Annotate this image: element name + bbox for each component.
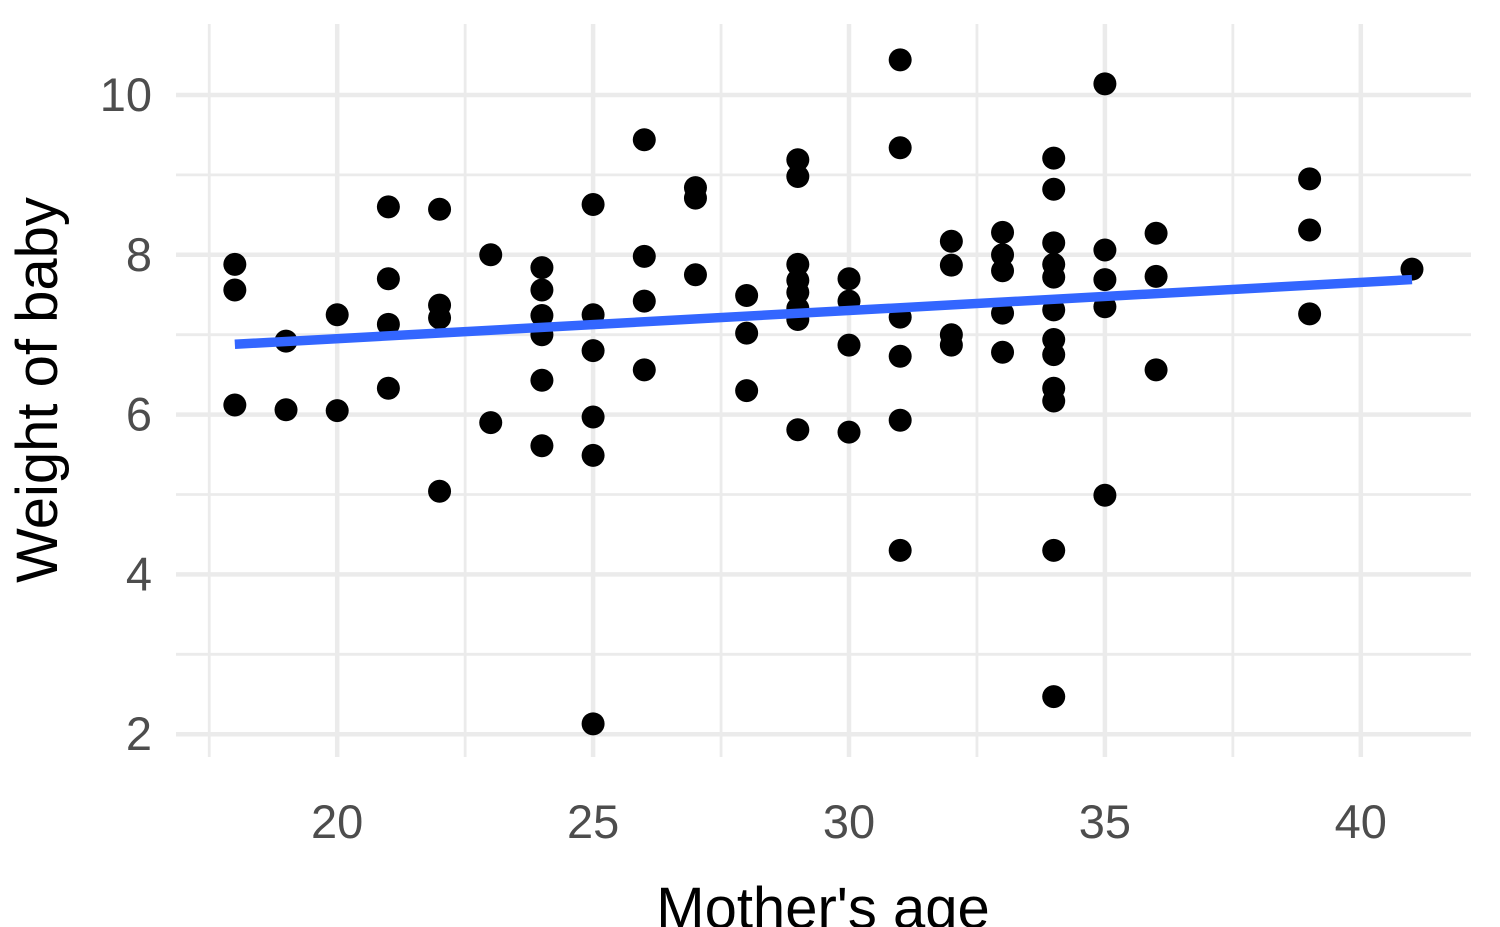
data-point (991, 259, 1015, 283)
data-point (939, 229, 963, 253)
x-tick-label: 20 (311, 795, 363, 848)
data-point (530, 368, 554, 392)
data-point (376, 267, 400, 291)
data-point (1298, 302, 1322, 326)
data-point (1042, 146, 1066, 170)
data-point (325, 303, 349, 327)
data-point (1298, 167, 1322, 191)
data-point (376, 312, 400, 336)
data-point (1042, 343, 1066, 367)
data-point (530, 278, 554, 302)
data-point (1144, 221, 1168, 245)
y-tick-label: 2 (126, 707, 152, 760)
data-point (786, 280, 810, 304)
data-point (274, 398, 298, 422)
data-point (837, 333, 861, 357)
data-point (735, 284, 759, 308)
data-point (530, 434, 554, 458)
data-point (1042, 538, 1066, 562)
data-point (428, 306, 452, 330)
trend-line (234, 274, 1413, 350)
data-point (837, 420, 861, 444)
x-tick-label: 35 (1079, 795, 1131, 848)
data-point (479, 411, 503, 435)
data-point (888, 538, 912, 562)
data-point (939, 333, 963, 357)
data-point (325, 399, 349, 423)
data-point (223, 393, 247, 417)
data-point (786, 164, 810, 188)
y-tick-label: 8 (126, 228, 152, 281)
data-point (223, 278, 247, 302)
data-point (735, 321, 759, 345)
data-point (376, 376, 400, 400)
data-point (1298, 218, 1322, 242)
data-point (632, 244, 656, 268)
data-point (1093, 72, 1117, 96)
data-point (428, 479, 452, 503)
data-point (991, 220, 1015, 244)
y-tick-label: 4 (126, 547, 152, 600)
data-point (581, 405, 605, 429)
data-point (1093, 238, 1117, 262)
data-point (1042, 389, 1066, 413)
data-point (786, 418, 810, 442)
data-point (1144, 358, 1168, 382)
data-point (223, 252, 247, 276)
data-point (1400, 257, 1424, 281)
data-point (786, 148, 810, 172)
data-point (683, 263, 707, 287)
data-point (632, 289, 656, 313)
data-point (581, 339, 605, 363)
tick-layer: 20 25 30 35 40 2 4 6 8 10 (100, 68, 1387, 848)
data-point (479, 243, 503, 267)
data-point (530, 304, 554, 328)
x-tick-label: 30 (823, 795, 875, 848)
x-tick-label: 25 (567, 795, 619, 848)
point-layer (223, 48, 1424, 736)
data-point (786, 252, 810, 276)
x-tick-label: 40 (1335, 795, 1387, 848)
data-point (376, 195, 400, 219)
data-point (530, 256, 554, 280)
y-axis-title: Weight of baby (5, 197, 70, 583)
data-point (1093, 268, 1117, 292)
data-point (1042, 177, 1066, 201)
data-point (1042, 685, 1066, 709)
data-point (683, 186, 707, 210)
data-point (991, 301, 1015, 325)
data-point (632, 358, 656, 382)
data-point (888, 408, 912, 432)
data-point (1042, 265, 1066, 289)
grid-layer (176, 24, 1471, 757)
data-point (888, 344, 912, 368)
y-tick-label: 6 (126, 388, 152, 441)
data-point (1042, 231, 1066, 255)
data-point (1144, 264, 1168, 288)
data-point (581, 192, 605, 216)
data-point (991, 340, 1015, 364)
data-point (581, 443, 605, 467)
trend-layer (234, 274, 1413, 350)
data-point (888, 136, 912, 160)
x-axis-title: Mother's age (656, 876, 989, 927)
data-point (735, 379, 759, 403)
y-tick-label: 10 (100, 68, 152, 121)
data-point (939, 253, 963, 277)
data-point (1093, 483, 1117, 507)
data-point (888, 48, 912, 72)
data-point (991, 243, 1015, 267)
data-point (581, 712, 605, 736)
data-point (428, 197, 452, 221)
data-point (837, 267, 861, 291)
data-point (632, 128, 656, 152)
